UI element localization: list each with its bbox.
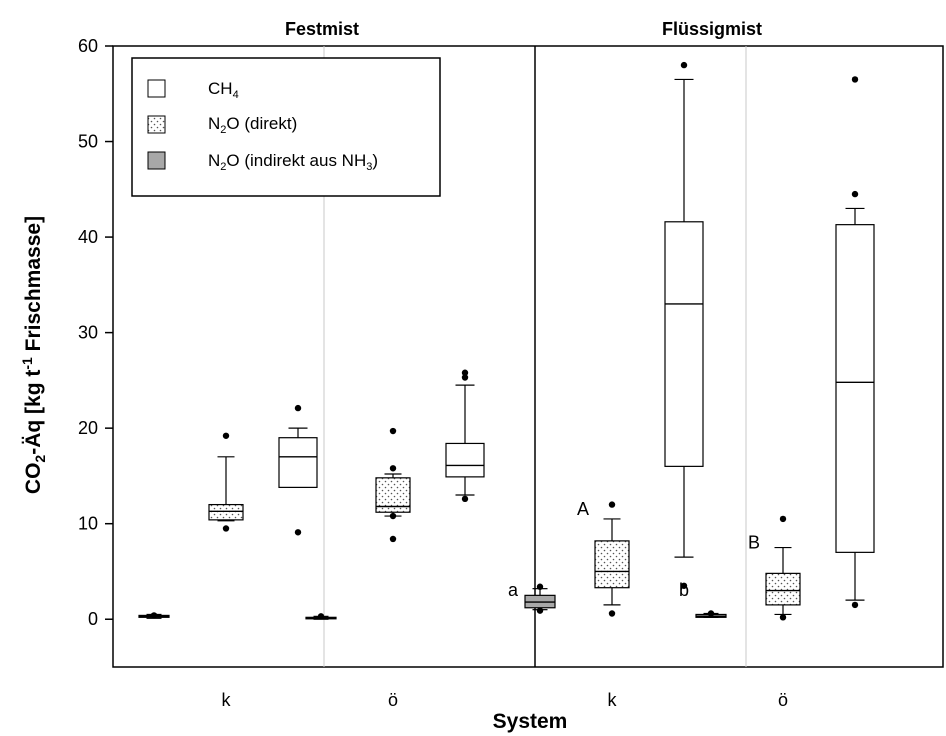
outlier-point [461, 369, 469, 376]
outlier-point [389, 535, 397, 543]
x-group-label-fluessigmist-k: k [608, 690, 618, 710]
box-n2o-direkt [765, 515, 801, 621]
outlier-point [317, 613, 325, 620]
box-n2o-indirekt [305, 613, 337, 620]
box-ch4 [278, 404, 318, 536]
legend-swatch-ch4 [147, 79, 166, 98]
box-ch4 [664, 61, 704, 589]
box-n2o-direkt [375, 427, 411, 543]
box-n2o-indirekt [138, 612, 170, 619]
panel-title-fluessigmist: Flüssigmist [662, 19, 762, 39]
box-n2o-indirekt [524, 583, 556, 614]
box-iqr [765, 572, 801, 606]
plot-frame [112, 45, 944, 668]
y-tick-label: 50 [78, 132, 98, 152]
outlier-point [608, 610, 616, 617]
x-group-label-festmist-oe: ö [388, 690, 398, 710]
outlier-point [294, 529, 302, 536]
y-tick-label: 60 [78, 36, 98, 56]
legend-box [131, 57, 441, 197]
box-iqr [445, 442, 485, 478]
outlier-point [150, 612, 158, 619]
legend-label-n2o-direkt: N2O (direkt) [208, 114, 297, 136]
outlier-point [294, 404, 302, 412]
box-iqr [208, 503, 244, 521]
box-n2o-direkt [208, 432, 244, 532]
outlier-point [389, 465, 397, 472]
y-tick-label: 10 [78, 514, 98, 534]
outlier-point [222, 432, 230, 439]
outlier-point [389, 427, 397, 435]
significance-letter: a [508, 580, 519, 600]
outlier-point [779, 515, 787, 523]
outlier-point [680, 61, 688, 69]
outlier-point [779, 614, 787, 621]
legend-label-n2o-indirekt: N2O (indirekt aus NH3) [208, 151, 378, 173]
x-axis-title: System [493, 710, 568, 733]
outlier-point [707, 610, 715, 617]
significance-letter: A [577, 499, 589, 519]
legend-swatch-n2o-indirekt [147, 151, 166, 170]
legend-label-ch4: CH4 [208, 79, 239, 101]
x-group-label-fluessigmist-oe: ö [778, 690, 788, 710]
y-axis-ticks: 0 10 20 30 40 50 60 [78, 36, 113, 629]
box-ch4 [445, 369, 485, 503]
box-iqr [664, 221, 704, 467]
y-tick-label: 0 [88, 609, 98, 629]
box-iqr [278, 437, 318, 488]
panel-title-festmist: Festmist [285, 19, 359, 39]
outlier-point [536, 583, 544, 590]
y-tick-label: 40 [78, 227, 98, 247]
box-iqr [594, 540, 630, 589]
outlier-point [461, 374, 469, 381]
y-axis-title: CO2-Äq [kg t-1 Frischmasse] [19, 216, 48, 494]
box-n2o-indirekt [695, 610, 727, 618]
box-iqr [835, 224, 875, 553]
outlier-point [851, 190, 859, 198]
x-group-label-festmist-k: k [222, 690, 232, 710]
box-ch4 [835, 76, 875, 609]
outlier-point [680, 582, 688, 589]
outlier-point [608, 501, 616, 508]
significance-letters: a Ab B [508, 499, 760, 600]
y-tick-label: 30 [78, 323, 98, 343]
outlier-point [851, 601, 859, 609]
outlier-point [536, 607, 544, 614]
significance-letter: B [748, 532, 760, 552]
significance-letter: b [679, 580, 689, 600]
outlier-point [222, 525, 230, 532]
legend: CH4 N2O (direkt) N2O (indirekt aus NH3) [131, 57, 441, 197]
outlier-point [851, 76, 859, 83]
box-series [138, 61, 875, 621]
legend-swatch-n2o-direkt [147, 115, 166, 134]
outlier-point [461, 495, 469, 503]
y-tick-label: 20 [78, 418, 98, 438]
box-n2o-direkt [594, 501, 630, 617]
outlier-point [389, 512, 397, 520]
